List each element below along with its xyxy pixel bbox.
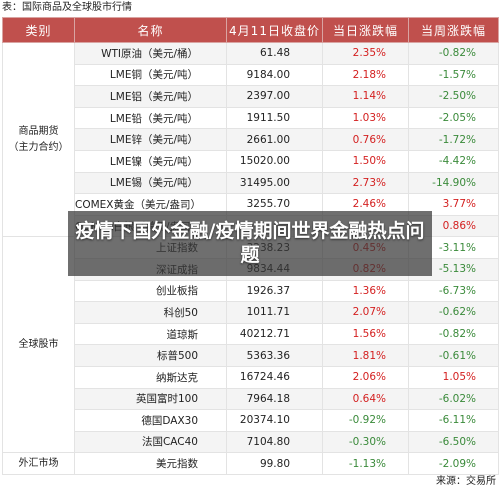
- name-cell: LME锡（美元/吨）: [74, 171, 227, 195]
- table-row: LME铝（美元/吨） 2397.00 1.14% -2.50%: [3, 85, 499, 108]
- table-row: 德国DAX30 20374.10 -0.92% -6.11%: [3, 409, 499, 432]
- source-note: 来源：交易所: [436, 476, 496, 487]
- table-row: LME镍（美元/吨） 15020.00 1.50% -4.42%: [3, 149, 499, 173]
- day-change-cell: -0.30%: [322, 430, 409, 454]
- week-change-cell: -1.57%: [408, 63, 499, 87]
- name-cell: LME锌（美元/吨）: [74, 128, 227, 151]
- category-cell: 商品期货 （主力合约）: [2, 41, 75, 238]
- week-change-cell: 3.77%: [408, 193, 499, 216]
- table-row: LME锡（美元/吨） 31495.00 2.73% -14.90%: [3, 171, 499, 195]
- day-change-cell: 1.81%: [322, 344, 409, 367]
- name-cell: 法国CAC40: [74, 430, 227, 454]
- name-cell: 英国富时100: [74, 387, 227, 411]
- close-price-cell: 7104.80: [226, 430, 323, 454]
- day-change-cell: 2.06%: [322, 365, 409, 389]
- table-row: 道琼斯 40212.71 1.56% -0.82%: [3, 322, 499, 346]
- day-change-cell: -1.13%: [322, 452, 409, 475]
- name-cell: WTI原油（美元/桶）: [74, 42, 227, 65]
- close-price-cell: 1011.71: [226, 301, 323, 324]
- week-change-cell: -6.73%: [408, 279, 499, 303]
- day-change-cell: 2.46%: [322, 193, 409, 216]
- day-change-cell: 1.36%: [322, 279, 409, 303]
- week-change-cell: -6.02%: [408, 387, 499, 411]
- name-cell: LME铝（美元/吨）: [74, 85, 227, 108]
- week-change-cell: -6.50%: [408, 430, 499, 454]
- week-change-cell: -0.62%: [408, 301, 499, 324]
- week-change-cell: -4.42%: [408, 149, 499, 173]
- table-row: 标普500 5363.36 1.81% -0.61%: [3, 344, 499, 367]
- day-change-cell: 0.64%: [322, 387, 409, 411]
- close-price-cell: 61.48: [226, 42, 323, 65]
- day-change-cell: 2.35%: [322, 42, 409, 65]
- name-cell: 美元指数: [74, 452, 227, 475]
- close-price-cell: 1911.50: [226, 106, 323, 130]
- close-price-cell: 99.80: [226, 452, 323, 475]
- table-row: 纳斯达克 16724.46 2.06% 1.05%: [3, 365, 499, 389]
- name-cell: 标普500: [74, 344, 227, 367]
- name-cell: 德国DAX30: [74, 409, 227, 432]
- week-change-cell: -2.05%: [408, 106, 499, 130]
- close-price-cell: 40212.71: [226, 322, 323, 346]
- close-price-cell: 7964.18: [226, 387, 323, 411]
- close-price-cell: 2661.00: [226, 128, 323, 151]
- close-price-cell: 15020.00: [226, 149, 323, 173]
- week-change-cell: -2.09%: [408, 452, 499, 475]
- close-price-cell: 3255.70: [226, 193, 323, 216]
- header-category: 类别: [2, 17, 75, 43]
- week-change-cell: -2.50%: [408, 85, 499, 108]
- week-change-cell: -0.82%: [408, 42, 499, 65]
- category-cell: 全球股市: [2, 236, 75, 454]
- name-cell: 创业板指: [74, 279, 227, 303]
- category-cell: 外汇市场: [2, 452, 75, 475]
- table-row: 英国富时100 7964.18 0.64% -6.02%: [3, 387, 499, 411]
- day-change-cell: 1.03%: [322, 106, 409, 130]
- week-change-cell: -6.11%: [408, 409, 499, 432]
- week-change-cell: 1.05%: [408, 365, 499, 389]
- close-price-cell: 1926.37: [226, 279, 323, 303]
- table-row: 创业板指 1926.37 1.36% -6.73%: [3, 279, 499, 303]
- table-row: 法国CAC40 7104.80 -0.30% -6.50%: [3, 430, 499, 454]
- close-price-cell: 31495.00: [226, 171, 323, 195]
- table-row: LME铅（美元/吨） 1911.50 1.03% -2.05%: [3, 106, 499, 130]
- header-name: 名称: [74, 17, 227, 43]
- day-change-cell: 2.73%: [322, 171, 409, 195]
- close-price-cell: 20374.10: [226, 409, 323, 432]
- market-table: 类别 名称 4月11日收盘价 当日涨跌幅 当周涨跌幅 商品期货 （主力合约） WT…: [2, 17, 499, 475]
- table-row: COMEX黄金（美元/盎司） 3255.70 2.46% 3.77%: [3, 193, 499, 216]
- table-row: 科创50 1011.71 2.07% -0.62%: [3, 301, 499, 324]
- name-cell: LME铜（美元/吨）: [74, 63, 227, 87]
- week-change-cell: -1.72%: [408, 128, 499, 151]
- table-row: 外汇市场 美元指数 99.80 -1.13% -2.09%: [2, 452, 499, 475]
- name-cell: 科创50: [74, 301, 227, 324]
- day-change-cell: 0.76%: [322, 128, 409, 151]
- name-cell: COMEX黄金（美元/盎司）: [74, 193, 227, 216]
- header-day-change: 当日涨跌幅: [322, 17, 409, 43]
- day-change-cell: 2.07%: [322, 301, 409, 324]
- overlay-banner: 疫情下国外金融/疫情期间世界金融热点问题: [68, 211, 432, 276]
- day-change-cell: 1.56%: [322, 322, 409, 346]
- table-row: 商品期货 （主力合约） WTI原油（美元/桶） 61.48 2.35% -0.82%: [2, 41, 499, 238]
- table-row: LME铜（美元/吨） 9184.00 2.18% -1.57%: [3, 63, 499, 87]
- header-close-price: 4月11日收盘价: [226, 17, 323, 43]
- name-cell: 纳斯达克: [74, 365, 227, 389]
- day-change-cell: 1.50%: [322, 149, 409, 173]
- name-cell: LME镍（美元/吨）: [74, 149, 227, 173]
- day-change-cell: 2.18%: [322, 63, 409, 87]
- table-header-row: 类别 名称 4月11日收盘价 当日涨跌幅 当周涨跌幅: [2, 17, 499, 43]
- close-price-cell: 9184.00: [226, 63, 323, 87]
- close-price-cell: 5363.36: [226, 344, 323, 367]
- table-body: 商品期货 （主力合约） WTI原油（美元/桶） 61.48 2.35% -0.82% LM…: [2, 41, 499, 475]
- table-row: LME锌（美元/吨） 2661.00 0.76% -1.72%: [3, 128, 499, 151]
- table-caption: 表：国际商品及全球股市行情: [2, 2, 132, 13]
- day-change-cell: 1.14%: [322, 85, 409, 108]
- close-price-cell: 2397.00: [226, 85, 323, 108]
- name-cell: 道琼斯: [74, 322, 227, 346]
- name-cell: LME铅（美元/吨）: [74, 106, 227, 130]
- week-change-cell: -0.82%: [408, 322, 499, 346]
- week-change-cell: -0.61%: [408, 344, 499, 367]
- week-change-cell: -14.90%: [408, 171, 499, 195]
- close-price-cell: 16724.46: [226, 365, 323, 389]
- day-change-cell: -0.92%: [322, 409, 409, 432]
- header-week-change: 当周涨跌幅: [408, 17, 499, 43]
